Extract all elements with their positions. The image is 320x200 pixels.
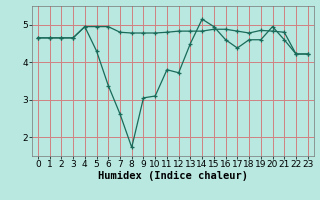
X-axis label: Humidex (Indice chaleur): Humidex (Indice chaleur) <box>98 171 248 181</box>
